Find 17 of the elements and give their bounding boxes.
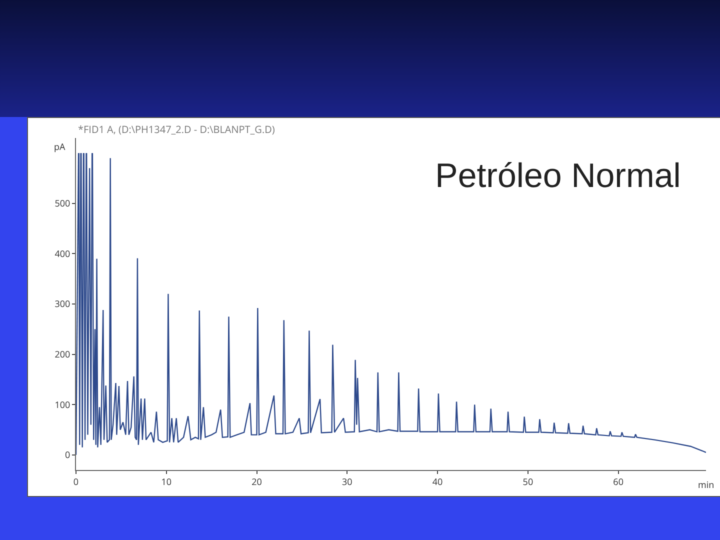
y-tick-label: 100 <box>54 398 70 411</box>
y-tick-label: 300 <box>54 297 70 310</box>
x-tick-label: 10 <box>161 474 172 488</box>
x-tick-label: 60 <box>613 474 624 488</box>
y-tick-label: 500 <box>54 196 70 210</box>
x-tick-label: 50 <box>522 474 534 488</box>
x-axis-title: min <box>698 478 714 491</box>
y-tick-label: 0 <box>65 448 70 462</box>
y-tick-label: 400 <box>54 246 70 260</box>
y-axis-title: pA <box>54 140 66 153</box>
text: *FID1 A, (D:\PH1347_2.D - D:\BLANPT_G.D) <box>78 122 275 136</box>
x-tick-label: 20 <box>252 474 262 488</box>
y-tick-label: 200 <box>54 347 70 360</box>
x-tick-label: 0 <box>73 474 79 488</box>
x-tick-label: 40 <box>432 474 443 488</box>
text: Petróleo Normal <box>435 157 681 196</box>
x-tick-label: 30 <box>342 474 352 488</box>
